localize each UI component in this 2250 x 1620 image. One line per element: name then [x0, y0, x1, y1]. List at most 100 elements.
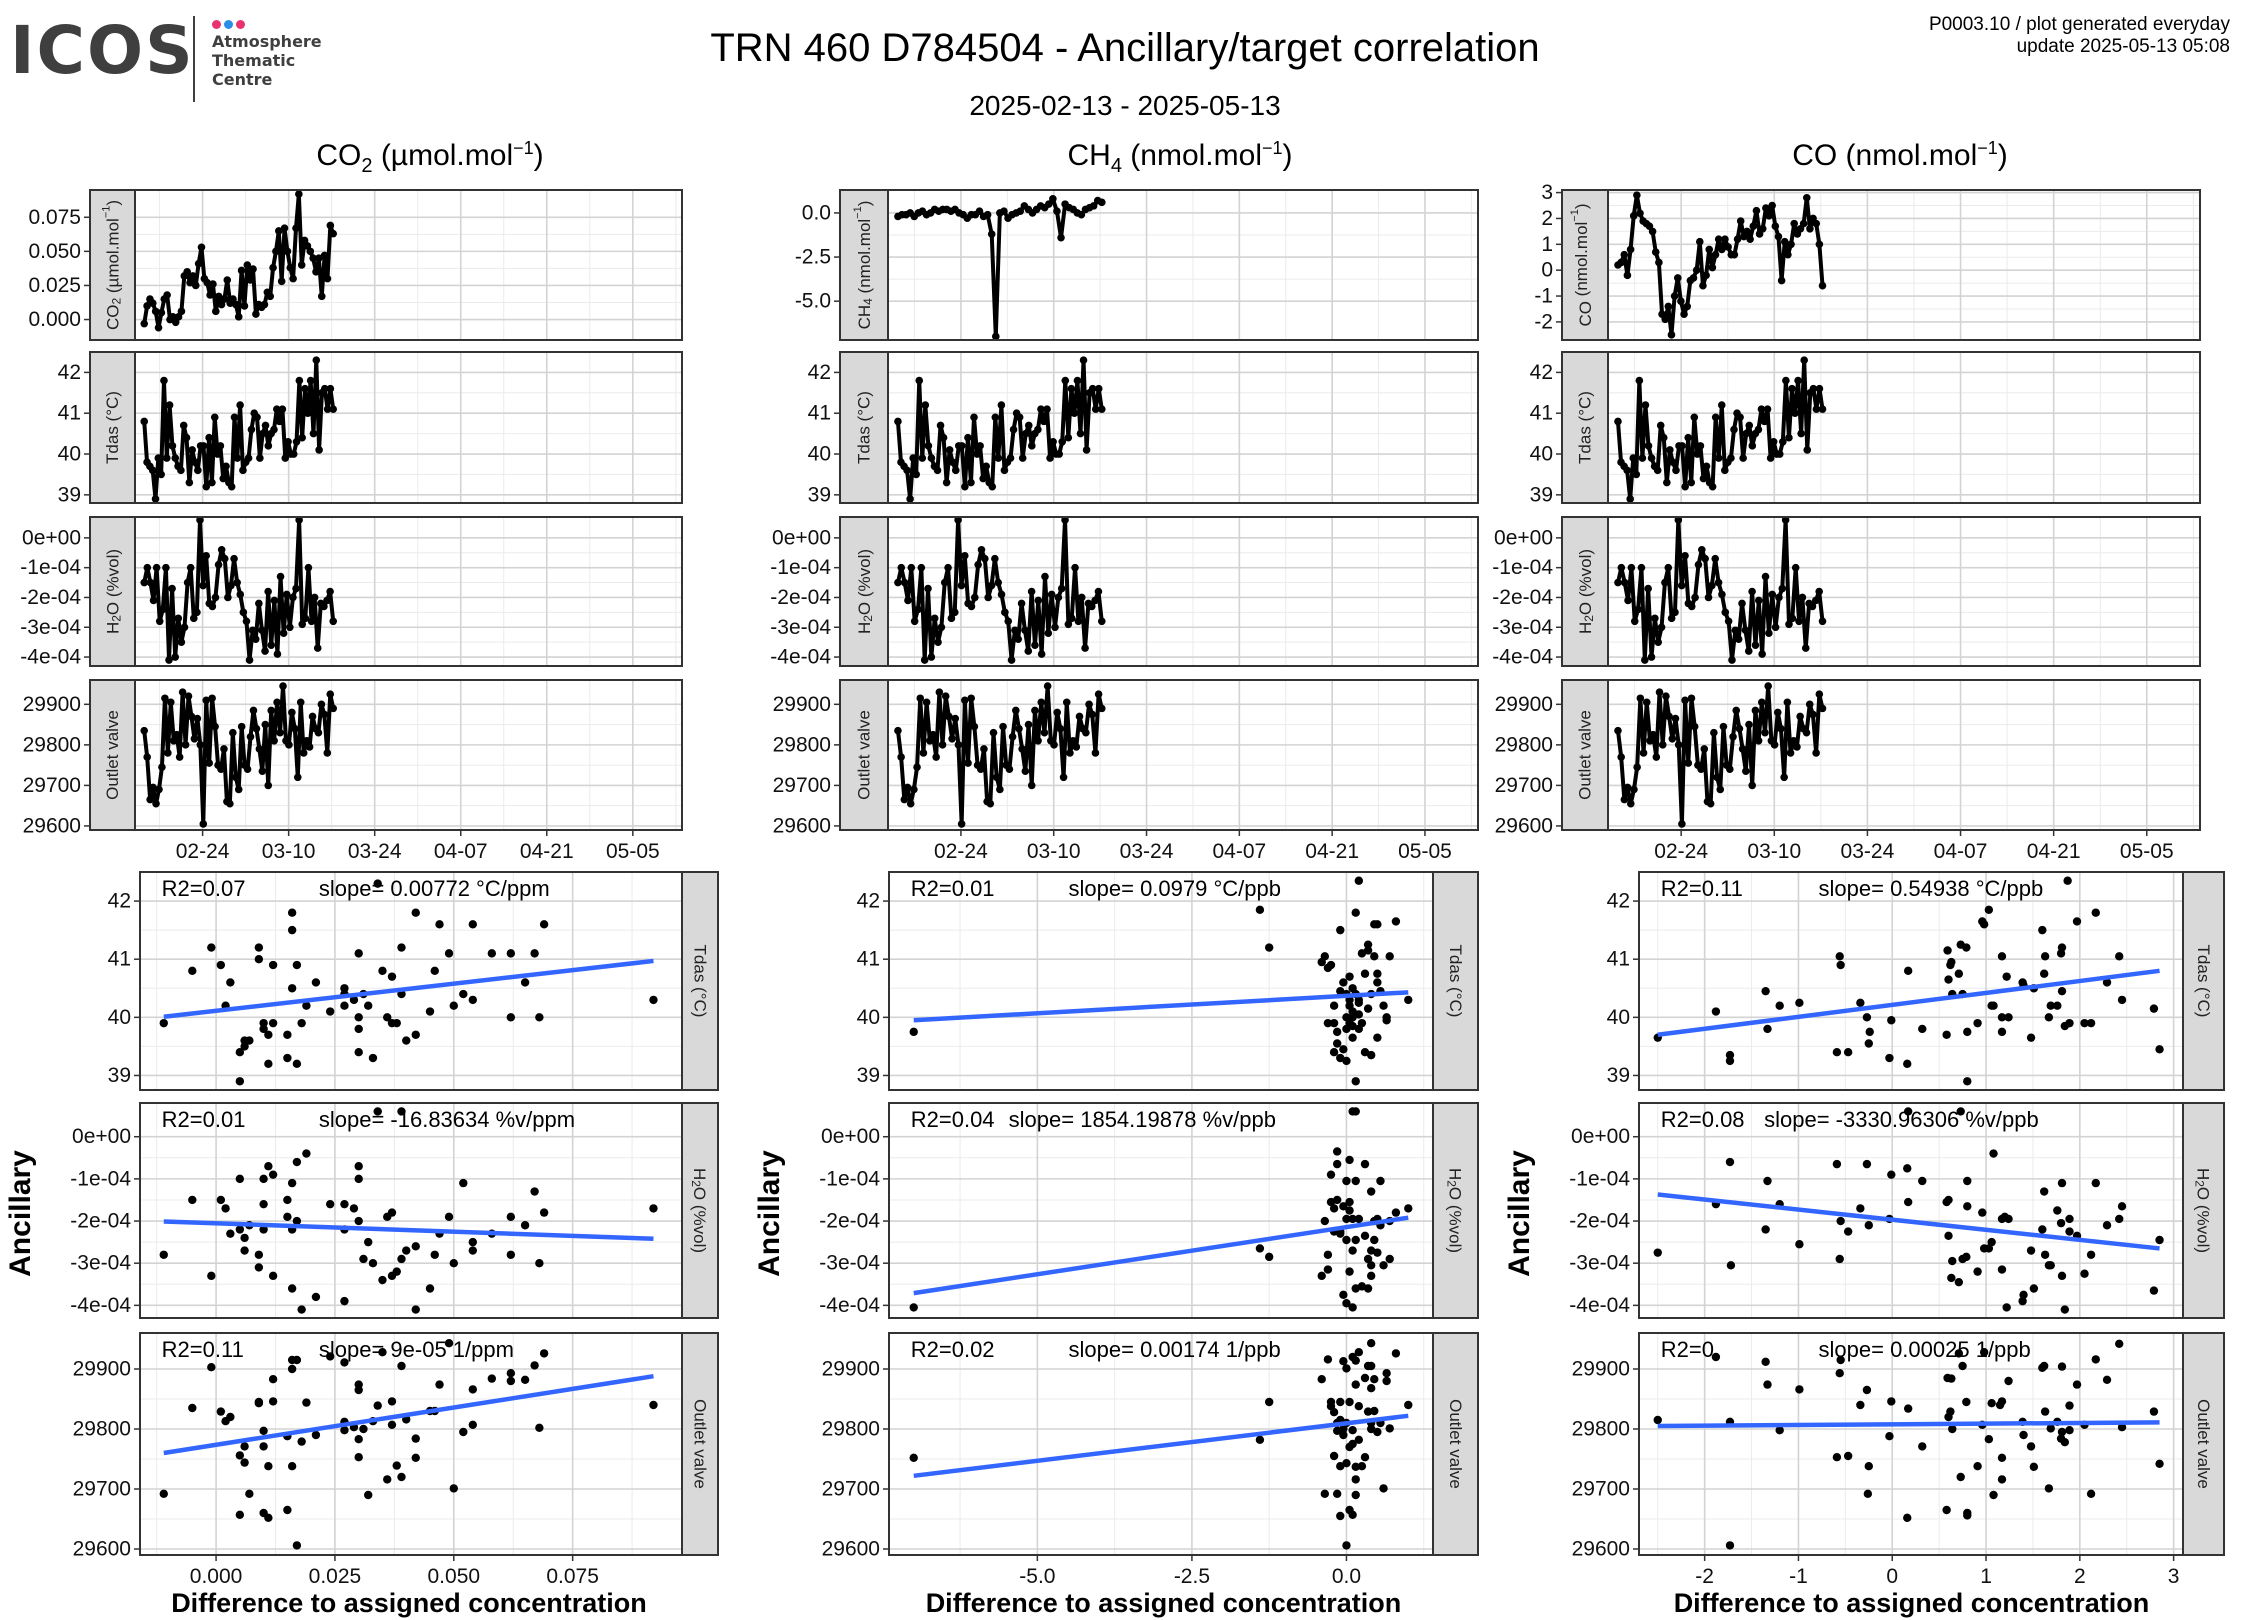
data-point: [1094, 384, 1103, 393]
data-point: [306, 376, 315, 385]
data-point: [312, 356, 321, 364]
data-point: [272, 405, 281, 413]
timeseries-panel-co2-3: 29600 29700 29800 29900 Outlet valve: [23, 679, 683, 837]
facet-strip: [839, 516, 889, 667]
scatter-point: [349, 995, 359, 1005]
scatter-point: [1373, 978, 1382, 987]
data-point: [1097, 198, 1106, 207]
data-point: [155, 785, 163, 794]
data-point: [903, 783, 912, 792]
scatter-point: [159, 1250, 168, 1259]
x-tick-label: -1: [1789, 1565, 1808, 1588]
scatter-point: [1843, 1227, 1853, 1236]
data-point: [292, 224, 300, 232]
data-point: [298, 433, 306, 442]
regression-line: [163, 1219, 654, 1241]
y-tick-label: -4e-04: [819, 1294, 880, 1317]
scatter-point: [2149, 1286, 2159, 1295]
y-tick-label: 29800: [1572, 1418, 1630, 1441]
scatter-point: [1954, 969, 1964, 978]
data-point: [317, 700, 326, 709]
scatter-point: [2091, 1178, 2100, 1188]
data-point: [252, 310, 260, 318]
data-point: [180, 623, 189, 632]
data-point: [900, 795, 909, 804]
scatter-point: [1864, 1221, 1873, 1230]
data-point: [1766, 454, 1775, 462]
data-point: [1067, 614, 1076, 623]
scatter-point: [254, 1397, 264, 1407]
scatter-point: [468, 1246, 478, 1255]
data-point: [326, 690, 335, 698]
data-point: [264, 781, 273, 790]
r2-annotation: R2=0.02: [911, 1337, 995, 1362]
data-point: [912, 470, 920, 479]
data-point: [1633, 191, 1641, 199]
data-point: [270, 596, 279, 605]
scatter-point: [354, 1024, 363, 1034]
data-point: [920, 656, 929, 664]
scatter-point: [1856, 998, 1865, 1007]
scatter-point: [2044, 1013, 2054, 1022]
scatter-point: [1345, 1397, 1354, 1407]
scatter-point: [287, 908, 297, 917]
data-point: [1790, 219, 1798, 228]
scatter-point: [2053, 1206, 2062, 1215]
scatter-point: [1354, 876, 1364, 885]
scatter-point: [1836, 1355, 1845, 1365]
data-point: [1818, 704, 1827, 713]
scatter-point: [1329, 1001, 1339, 1010]
scatter-point: [1903, 1164, 1912, 1173]
data-point: [172, 730, 181, 739]
timeseries-panel-ch4-0: 0.0 -2.5 -5.0 CH4 (nmol.mol−1): [795, 189, 1479, 341]
scatter-point: [354, 1216, 363, 1226]
scatter-point: [1354, 1214, 1364, 1224]
scatter-point: [297, 1018, 306, 1028]
scatter-point: [1979, 1348, 1989, 1357]
data-point: [202, 551, 210, 560]
data-point: [1006, 454, 1015, 462]
slope-annotation: slope= 0.00174 1/ppb: [1069, 1337, 1281, 1362]
slope-annotation: slope= -16.83634 %v/ppm: [319, 1107, 575, 1132]
scatter-point: [292, 960, 302, 970]
data-point: [1741, 626, 1750, 635]
scatter-point: [1989, 1149, 1998, 1158]
scatter-point: [311, 1430, 321, 1440]
scatter-point: [1332, 1147, 1342, 1156]
data-point: [230, 554, 238, 563]
data-point: [967, 478, 975, 487]
data-point: [910, 617, 919, 626]
scatter-point: [216, 1195, 226, 1205]
scatter-point: [259, 1174, 268, 1184]
data-point: [236, 401, 244, 409]
data-point: [1085, 700, 1093, 709]
data-point: [910, 785, 918, 794]
y-tick-label: 40: [58, 443, 81, 466]
y-tick-label: -2: [1534, 310, 1553, 333]
strip-label: CO (nmol.mol−1): [1569, 203, 1595, 326]
y-tick-label: -3e-04: [20, 616, 81, 639]
data-point: [970, 413, 978, 422]
data-point: [155, 617, 164, 626]
data-point: [1692, 266, 1701, 274]
timeseries-panel-co2-0: 0.000 0.025 0.050 0.075 CO2 (µmol.mol−1): [28, 189, 683, 341]
col-title-sup: −1: [1977, 138, 1998, 158]
data-point: [1661, 578, 1669, 587]
data-point: [1699, 281, 1707, 290]
data-point: [220, 295, 229, 303]
scatter-point: [245, 1489, 254, 1499]
scatter-point: [1997, 1013, 2007, 1022]
data-point: [1654, 638, 1663, 646]
data-point: [1647, 454, 1656, 462]
scatter-point: [1404, 1204, 1413, 1213]
data-point: [273, 650, 282, 658]
regression-line: [913, 1413, 1409, 1479]
column-title-co: CO (nmol.mol−1): [1600, 138, 2200, 178]
scatter-point: [283, 1030, 292, 1039]
data-point: [1623, 783, 1632, 792]
data-point: [1671, 608, 1679, 617]
scatter-point: [459, 1178, 468, 1188]
y-tick-label: 29600: [822, 1538, 880, 1561]
facet-strip: [839, 679, 889, 831]
